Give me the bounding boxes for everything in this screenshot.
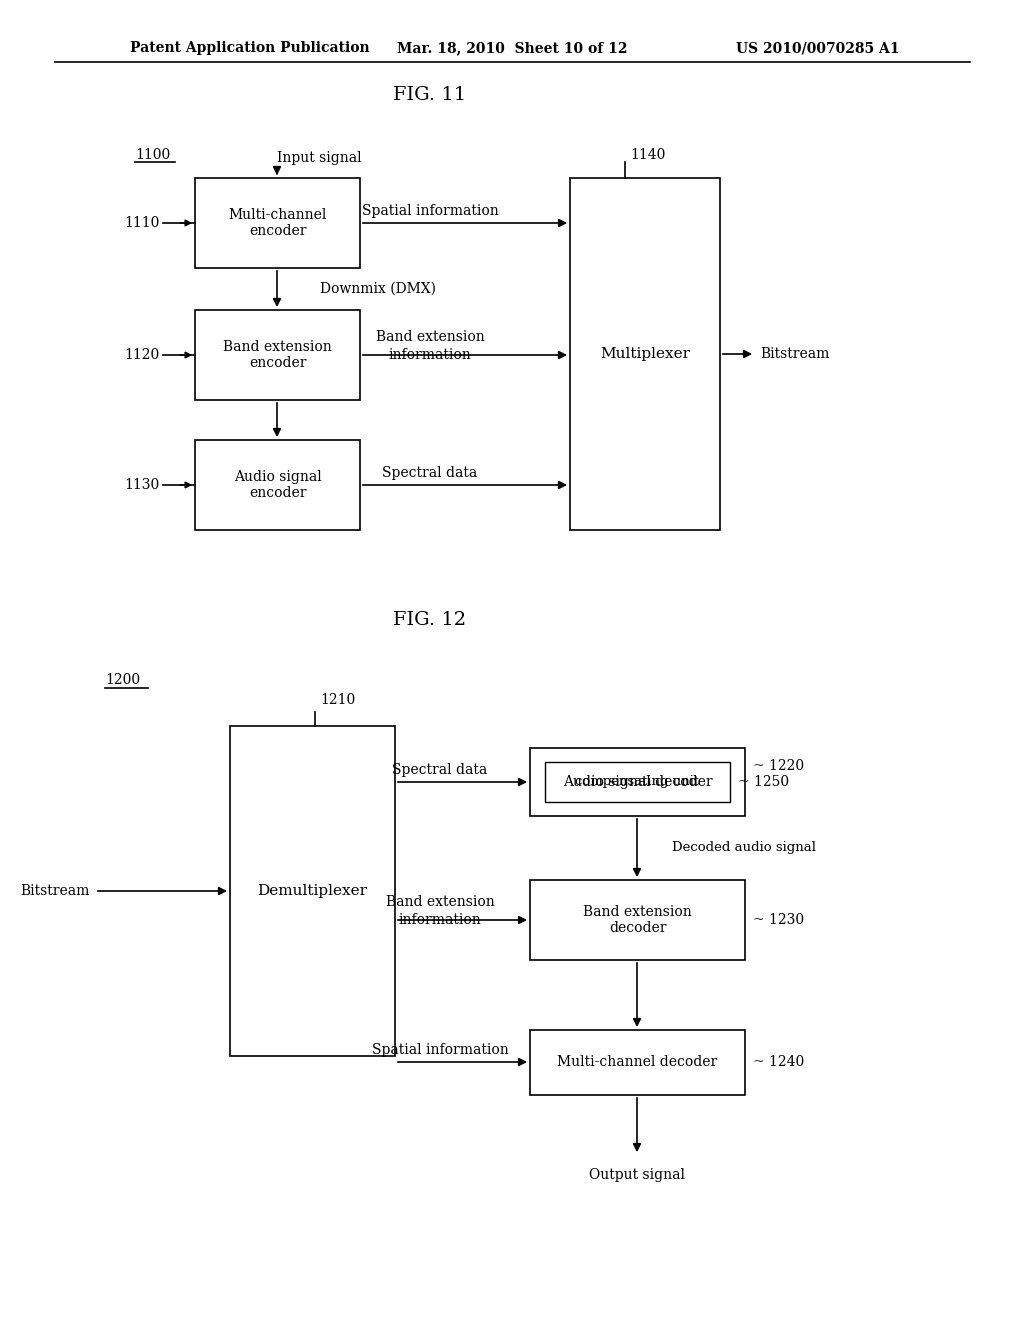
- Text: FIG. 12: FIG. 12: [393, 611, 467, 630]
- Text: Input signal: Input signal: [278, 150, 361, 165]
- Text: 1120: 1120: [125, 348, 160, 362]
- Text: compensating unit: compensating unit: [575, 776, 699, 788]
- Text: Spectral data: Spectral data: [382, 466, 477, 480]
- Text: Bitstream: Bitstream: [20, 884, 90, 898]
- Text: 1100: 1100: [135, 148, 170, 162]
- Text: Band extension: Band extension: [376, 330, 484, 345]
- Text: 1130: 1130: [125, 478, 160, 492]
- Text: Mar. 18, 2010  Sheet 10 of 12: Mar. 18, 2010 Sheet 10 of 12: [396, 41, 628, 55]
- Text: information: information: [389, 348, 471, 362]
- Text: information: information: [398, 913, 481, 927]
- Text: Demultiplexer: Demultiplexer: [257, 884, 368, 898]
- Text: FIG. 11: FIG. 11: [393, 86, 467, 104]
- Bar: [530, 1030, 745, 1096]
- Text: Downmix (DMX): Downmix (DMX): [319, 282, 436, 296]
- Text: 1140: 1140: [630, 148, 666, 162]
- Text: 1210: 1210: [319, 693, 355, 708]
- Bar: [570, 178, 720, 531]
- Bar: [545, 762, 730, 803]
- Text: Multi-channel decoder: Multi-channel decoder: [557, 1056, 718, 1069]
- Text: US 2010/0070285 A1: US 2010/0070285 A1: [736, 41, 900, 55]
- Bar: [530, 748, 745, 816]
- Text: Spatial information: Spatial information: [372, 1043, 508, 1057]
- Text: Band extension
decoder: Band extension decoder: [583, 906, 692, 935]
- Text: Band extension
encoder: Band extension encoder: [223, 339, 332, 370]
- Text: Audio signal
encoder: Audio signal encoder: [233, 470, 322, 500]
- Text: ~ 1240: ~ 1240: [753, 1055, 804, 1069]
- Bar: [195, 178, 360, 268]
- Text: Multiplexer: Multiplexer: [600, 347, 690, 360]
- Bar: [195, 440, 360, 531]
- Text: Bitstream: Bitstream: [760, 347, 829, 360]
- Bar: [195, 310, 360, 400]
- Text: ~ 1220: ~ 1220: [753, 759, 804, 774]
- Bar: [530, 880, 745, 960]
- Text: 1200: 1200: [105, 673, 140, 686]
- Text: Spectral data: Spectral data: [392, 763, 487, 777]
- Text: Band extension: Band extension: [386, 895, 495, 909]
- Text: Spatial information: Spatial information: [361, 205, 499, 218]
- Text: Patent Application Publication: Patent Application Publication: [130, 41, 370, 55]
- Text: Multi-channel
encoder: Multi-channel encoder: [228, 209, 327, 238]
- Text: Output signal: Output signal: [589, 1168, 685, 1181]
- Text: ~ 1250: ~ 1250: [738, 775, 790, 789]
- Text: Audio signal decoder: Audio signal decoder: [562, 775, 713, 789]
- Text: 1110: 1110: [125, 216, 160, 230]
- Text: Decoded audio signal: Decoded audio signal: [672, 842, 816, 854]
- Text: ~ 1230: ~ 1230: [753, 913, 804, 927]
- Bar: [230, 726, 395, 1056]
